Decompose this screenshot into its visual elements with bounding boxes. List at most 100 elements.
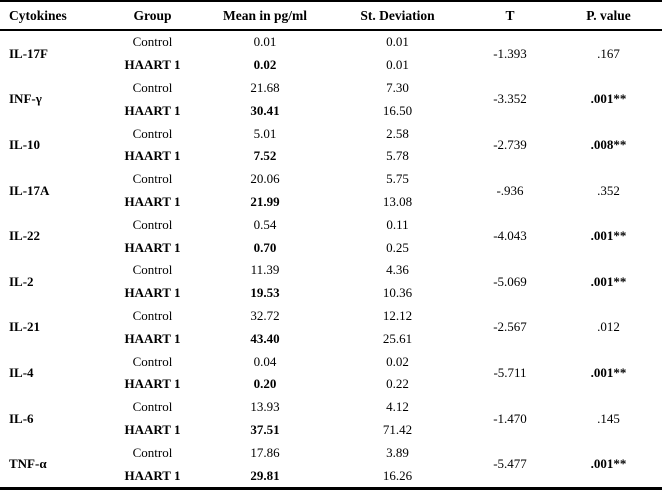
mean-value: 11.39 — [250, 262, 280, 278]
cytokine-name: IL-6 — [9, 410, 34, 426]
mean-value: 17.86 — [250, 444, 280, 460]
mean-value: 21.68 — [250, 79, 280, 95]
mean-value: 0.01 — [253, 34, 277, 50]
p-value: .001** — [590, 364, 627, 380]
table-row: HAART 1 21.99 13.08 — [0, 191, 662, 214]
group-label: HAART 1 — [124, 148, 181, 164]
group-label: HAART 1 — [124, 239, 181, 255]
p-value: .352 — [597, 182, 620, 198]
table-row: IL-2 Control 11.39 4.36 -5.069 .001** — [0, 259, 662, 288]
sd-value: 0.01 — [386, 57, 409, 73]
t-value: -1.393 — [493, 45, 527, 61]
header-p: P. value — [586, 8, 631, 23]
sd-value: 0.02 — [386, 353, 409, 369]
table-row: HAART 1 30.41 16.50 — [0, 99, 662, 122]
t-value: -2.739 — [493, 136, 527, 152]
group-label: Control — [132, 444, 173, 460]
cytokine-name: IL-17A — [9, 182, 50, 198]
table-row: HAART 1 29.81 16.26 — [0, 464, 662, 488]
sd-value: 7.30 — [386, 79, 409, 95]
group-label: Control — [132, 34, 173, 50]
mean-value: 0.54 — [253, 216, 277, 232]
sd-value: 5.75 — [386, 171, 409, 187]
group-label: HAART 1 — [124, 376, 181, 392]
t-value: -5.711 — [493, 364, 527, 380]
group-label: Control — [132, 216, 173, 232]
sd-value: 4.36 — [386, 262, 409, 278]
table-row: IL-17A Control 20.06 5.75 -.936 .352 — [0, 168, 662, 197]
cytokine-name: IL-17F — [9, 45, 48, 61]
p-value: .001** — [590, 273, 627, 289]
group-label: HAART 1 — [124, 102, 181, 118]
mean-value: 5.01 — [253, 125, 277, 141]
sd-value: 16.26 — [382, 467, 413, 483]
table-row: HAART 1 0.02 0.01 — [0, 54, 662, 77]
t-value: -2.567 — [493, 319, 527, 335]
cytokine-name: IL-22 — [9, 228, 41, 244]
mean-value: 0.70 — [253, 239, 277, 255]
group-label: Control — [132, 125, 173, 141]
cytokine-name: IL-4 — [9, 364, 34, 380]
sd-value: 3.89 — [386, 444, 409, 460]
p-value: .001** — [590, 91, 627, 107]
mean-value: 13.93 — [250, 399, 280, 415]
t-value: -1.470 — [493, 410, 527, 426]
cytokine-name: IL-10 — [9, 136, 41, 152]
sd-value: 4.12 — [386, 399, 409, 415]
table-row: IL-21 Control 32.72 12.12 -2.567 .012 — [0, 305, 662, 334]
mean-value: 30.41 — [250, 102, 280, 118]
group-label: Control — [132, 307, 173, 323]
header-row: Cytokines Group Mean in pg/ml St. Deviat… — [0, 1, 662, 30]
table-row: IL-10 Control 5.01 2.58 -2.739 .008** — [0, 122, 662, 152]
group-label: Control — [132, 399, 173, 415]
header-group: Group — [133, 8, 172, 23]
sd-value: 2.58 — [386, 125, 409, 141]
t-value: -.936 — [496, 182, 524, 198]
table-row: IL-17F Control 0.01 0.01 -1.393 .167 — [0, 30, 662, 60]
group-label: Control — [132, 79, 173, 95]
group-label: Control — [132, 353, 173, 369]
group-label: Control — [132, 171, 173, 187]
table-row: HAART 1 37.51 71.42 — [0, 419, 662, 442]
mean-value: 29.81 — [250, 467, 280, 483]
sd-value: 0.11 — [386, 216, 409, 232]
mean-value: 37.51 — [250, 421, 280, 437]
mean-value: 20.06 — [250, 171, 280, 187]
header-cytokines: Cytokines — [9, 8, 67, 23]
group-label: HAART 1 — [124, 330, 181, 346]
p-value: .008** — [590, 136, 627, 152]
sd-value: 25.61 — [382, 330, 413, 346]
sd-value: 10.36 — [382, 285, 413, 301]
group-label: HAART 1 — [124, 285, 181, 301]
t-value: -4.043 — [493, 228, 527, 244]
p-value: .001** — [590, 228, 627, 244]
table-row: HAART 1 19.53 10.36 — [0, 282, 662, 305]
mean-value: 32.72 — [250, 307, 280, 323]
header-mean: Mean in pg/ml — [222, 8, 307, 23]
group-label: Control — [132, 262, 173, 278]
sd-value: 16.50 — [382, 102, 413, 118]
mean-value: 7.52 — [253, 148, 277, 164]
mean-value: 0.20 — [253, 376, 277, 392]
p-value: .167 — [597, 45, 620, 61]
p-value: .012 — [597, 319, 620, 335]
cytokine-name: IL-2 — [9, 273, 34, 289]
mean-value: 21.99 — [250, 193, 280, 209]
t-value: -5.069 — [493, 273, 527, 289]
mean-value: 19.53 — [250, 285, 280, 301]
table-row: HAART 1 7.52 5.78 — [0, 145, 662, 168]
table-row: TNF-α Control 17.86 3.89 -5.477 .001** — [0, 441, 662, 471]
table-row: INF-γ Control 21.68 7.30 -3.352 .001** — [0, 77, 662, 106]
p-value: .001** — [590, 456, 627, 472]
table-row: IL-6 Control 13.93 4.12 -1.470 .145 — [0, 396, 662, 425]
sd-value: 0.01 — [386, 34, 409, 50]
header-sd: St. Deviation — [360, 8, 435, 23]
sd-value: 0.22 — [386, 376, 409, 392]
sd-value: 0.25 — [386, 239, 409, 255]
header-t: T — [505, 8, 515, 23]
cytokine-name: INF-γ — [9, 91, 42, 107]
table-row: IL-4 Control 0.04 0.02 -5.711 .001** — [0, 350, 662, 380]
group-label: HAART 1 — [124, 467, 181, 483]
mean-value: 43.40 — [250, 330, 280, 346]
